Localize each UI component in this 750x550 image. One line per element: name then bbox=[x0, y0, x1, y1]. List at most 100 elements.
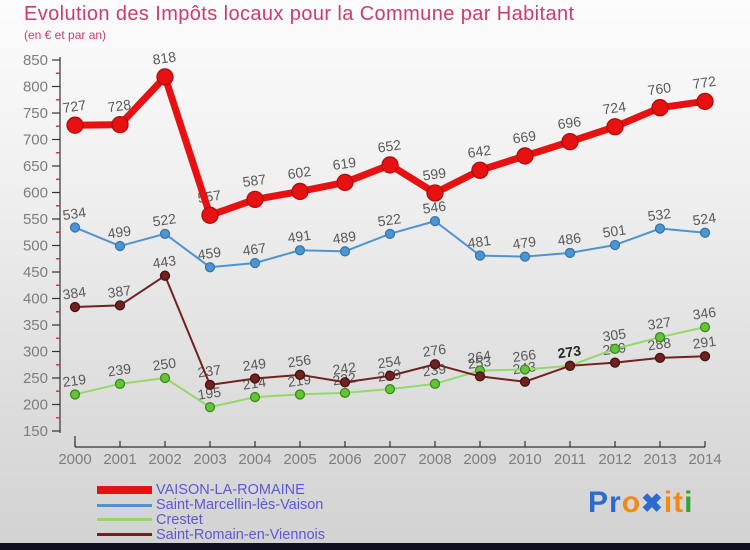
data-point-saint-marcellin-l-s-vaison bbox=[474, 250, 486, 261]
x-tick-label: 2014 bbox=[688, 451, 721, 468]
data-point-vaison-la-romaine bbox=[66, 116, 84, 134]
data-label: 249 bbox=[242, 355, 268, 374]
legend-label: Saint-Romain-en-Viennois bbox=[156, 526, 325, 543]
data-point-vaison-la-romaine bbox=[696, 92, 714, 110]
data-point-vaison-la-romaine bbox=[336, 173, 354, 192]
data-label: 239 bbox=[422, 360, 448, 379]
data-label: 243 bbox=[512, 358, 538, 377]
data-point-saint-romain-en-viennois bbox=[204, 379, 216, 391]
data-point-saint-romain-en-viennois bbox=[249, 373, 261, 384]
data-label: 534 bbox=[62, 204, 88, 223]
data-point-saint-marcellin-l-s-vaison bbox=[294, 245, 306, 256]
data-label: 219 bbox=[62, 371, 88, 390]
y-tick-label: 700 bbox=[23, 132, 48, 149]
data-label: 818 bbox=[152, 48, 178, 67]
data-point-saint-romain-en-viennois bbox=[474, 371, 486, 382]
y-tick-label: 600 bbox=[23, 185, 48, 202]
data-point-saint-marcellin-l-s-vaison bbox=[609, 239, 621, 251]
proxiti-logo[interactable]: Pro✖iti bbox=[588, 486, 694, 520]
data-label: 346 bbox=[692, 304, 718, 323]
legend-swatch bbox=[97, 503, 152, 507]
data-label: 724 bbox=[602, 98, 628, 117]
data-label: 599 bbox=[422, 165, 448, 184]
data-label: 264 bbox=[467, 347, 493, 366]
data-point-saint-marcellin-l-s-vaison bbox=[339, 246, 351, 257]
data-point-crestet bbox=[384, 383, 396, 395]
data-point-saint-marcellin-l-s-vaison bbox=[519, 251, 531, 262]
data-label: 696 bbox=[557, 113, 583, 132]
data-label: 728 bbox=[107, 96, 133, 115]
data-label: 229 bbox=[377, 366, 403, 385]
logo-letter: r bbox=[609, 486, 622, 519]
data-point-saint-marcellin-l-s-vaison bbox=[114, 240, 126, 252]
data-point-saint-romain-en-viennois bbox=[69, 301, 81, 313]
y-tick-label: 750 bbox=[23, 105, 48, 122]
legend-swatch bbox=[97, 533, 152, 537]
x-tick-label: 2004 bbox=[238, 451, 271, 468]
legend-label: Saint-Marcellin-lès-Vaison bbox=[156, 496, 324, 513]
x-tick-label: 2007 bbox=[373, 451, 406, 468]
data-label: 760 bbox=[647, 79, 673, 98]
legend-item-crestet: Crestet bbox=[97, 513, 325, 528]
data-label: 279 bbox=[602, 339, 628, 358]
x-tick-label: 2005 bbox=[283, 451, 316, 468]
data-point-vaison-la-romaine bbox=[381, 156, 399, 174]
data-label: 587 bbox=[242, 171, 268, 190]
data-label: 489 bbox=[332, 228, 358, 247]
data-label: 214 bbox=[242, 374, 268, 393]
data-label: 772 bbox=[692, 73, 718, 92]
data-label: 443 bbox=[152, 252, 178, 271]
y-tick-label: 500 bbox=[23, 238, 48, 255]
data-label: 291 bbox=[692, 333, 718, 352]
logo-letter: ✖ bbox=[641, 488, 664, 518]
data-point-saint-marcellin-l-s-vaison bbox=[564, 247, 576, 259]
data-point-vaison-la-romaine bbox=[246, 190, 264, 209]
data-label: 532 bbox=[647, 205, 673, 224]
x-tick-label: 2012 bbox=[598, 451, 631, 468]
data-point-saint-romain-en-viennois bbox=[654, 352, 666, 364]
data-label: 481 bbox=[467, 232, 493, 251]
data-label: 384 bbox=[62, 283, 88, 302]
data-label: 491 bbox=[287, 227, 313, 246]
data-label: 459 bbox=[197, 244, 223, 263]
y-tick-label: 300 bbox=[23, 344, 48, 361]
legend-item-saint-marcellin-l-s-vaison: Saint-Marcellin-lès-Vaison bbox=[97, 498, 325, 513]
data-label: 273 bbox=[557, 342, 583, 361]
y-tick-label: 150 bbox=[23, 423, 48, 440]
data-point-saint-marcellin-l-s-vaison bbox=[249, 257, 261, 269]
data-label: 602 bbox=[287, 163, 313, 182]
data-point-saint-romain-en-viennois bbox=[384, 370, 396, 382]
data-label: 273 bbox=[557, 342, 583, 361]
data-point-saint-romain-en-viennois bbox=[429, 359, 441, 370]
x-tick-label: 2006 bbox=[328, 451, 361, 468]
data-label: 727 bbox=[62, 97, 88, 116]
data-point-vaison-la-romaine bbox=[606, 118, 624, 136]
data-point-vaison-la-romaine bbox=[291, 182, 309, 201]
y-tick-label: 450 bbox=[23, 264, 48, 281]
data-label: 254 bbox=[377, 352, 403, 371]
page-subtitle: (en € et par an) bbox=[24, 28, 107, 42]
data-label: 546 bbox=[422, 198, 448, 217]
y-tick-label: 350 bbox=[23, 317, 48, 334]
data-label: 288 bbox=[647, 334, 673, 353]
x-tick-label: 2008 bbox=[418, 451, 451, 468]
data-label: 642 bbox=[467, 142, 493, 161]
footer-bar bbox=[0, 543, 750, 550]
data-point-saint-marcellin-l-s-vaison bbox=[429, 215, 441, 227]
logo-letter: t bbox=[673, 486, 685, 519]
data-point-vaison-la-romaine bbox=[426, 184, 444, 202]
data-point-saint-romain-en-viennois bbox=[159, 270, 171, 281]
data-label: 305 bbox=[602, 325, 628, 344]
data-label: 242 bbox=[332, 359, 358, 378]
data-point-vaison-la-romaine bbox=[516, 147, 534, 165]
data-label: 522 bbox=[152, 210, 178, 229]
data-point-crestet bbox=[699, 321, 711, 333]
logo-letter: i bbox=[663, 486, 674, 519]
data-point-crestet bbox=[564, 360, 576, 371]
data-label: 501 bbox=[602, 221, 628, 240]
y-tick-label: 250 bbox=[23, 370, 48, 387]
x-tick-label: 2010 bbox=[508, 451, 541, 468]
data-point-saint-marcellin-l-s-vaison bbox=[204, 262, 216, 273]
x-tick-label: 2001 bbox=[103, 451, 136, 468]
